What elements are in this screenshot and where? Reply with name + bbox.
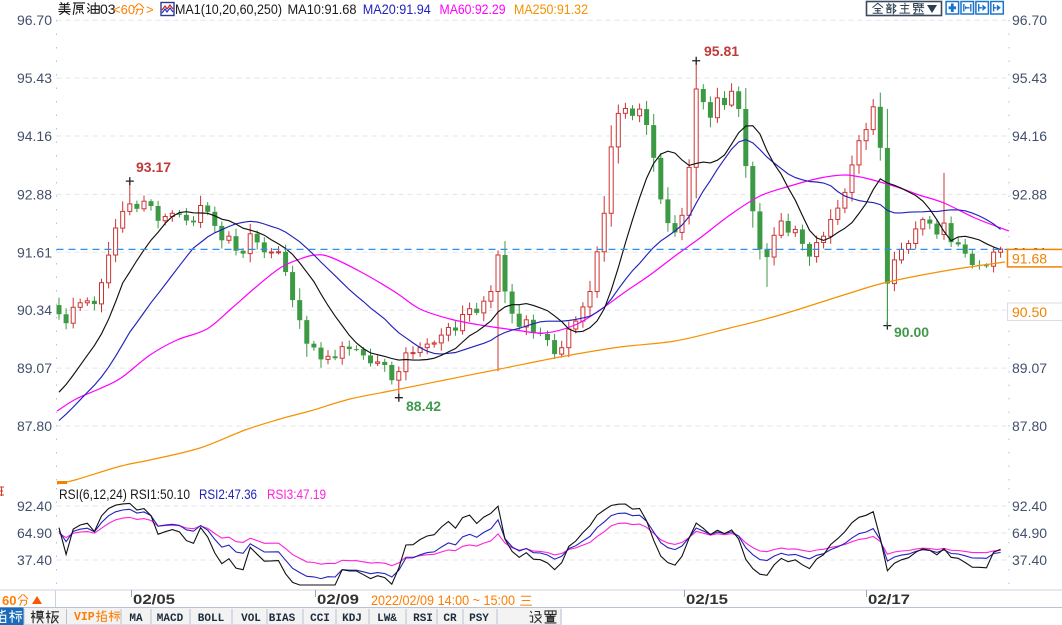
svg-text:MA1(10,20,60,250): MA1(10,20,60,250) — [175, 1, 282, 17]
svg-text:91.61: 91.61 — [17, 244, 52, 260]
svg-text:RSI: RSI — [413, 613, 433, 625]
svg-text:2022/02/09 14:00 ~ 15:00: 2022/02/09 14:00 ~ 15:00 — [371, 592, 515, 608]
svg-text:95.43: 95.43 — [1012, 70, 1047, 86]
svg-text:RSI2:47.36: RSI2:47.36 — [199, 487, 257, 502]
svg-text:MA60:92.29: MA60:92.29 — [440, 1, 506, 17]
svg-text:90.34: 90.34 — [17, 302, 52, 318]
svg-text:91.68: 91.68 — [1012, 250, 1047, 266]
svg-text:PSY: PSY — [469, 613, 489, 625]
svg-text:89.07: 89.07 — [17, 360, 52, 376]
svg-text:02/15: 02/15 — [686, 592, 729, 607]
svg-text:CR: CR — [443, 613, 457, 625]
svg-text:64.90: 64.90 — [17, 525, 52, 541]
svg-text:37.40: 37.40 — [17, 552, 52, 568]
svg-text:96.70: 96.70 — [17, 12, 52, 28]
svg-text:VIP: VIP — [74, 611, 95, 624]
svg-text:87.80: 87.80 — [1012, 418, 1047, 434]
svg-text:MA250:91.32: MA250:91.32 — [514, 1, 588, 17]
svg-text:>: > — [146, 2, 154, 17]
svg-text:96.70: 96.70 — [1012, 12, 1047, 28]
svg-text:94.16: 94.16 — [17, 128, 52, 144]
svg-text:RSI(6,12,24) RSI1:50.10: RSI(6,12,24) RSI1:50.10 — [59, 487, 190, 502]
svg-text:93.17: 93.17 — [136, 159, 171, 175]
svg-text:MA10:91.68: MA10:91.68 — [288, 1, 357, 17]
svg-text:LW&: LW& — [377, 613, 397, 625]
svg-text:64.90: 64.90 — [1012, 525, 1047, 541]
svg-text:92.88: 92.88 — [1012, 186, 1047, 202]
svg-text:<60: <60 — [113, 2, 135, 17]
svg-text:MA: MA — [129, 613, 143, 625]
svg-text:90.00: 90.00 — [894, 324, 929, 340]
svg-text:89.07: 89.07 — [1012, 360, 1047, 376]
svg-text:RSI3:47.19: RSI3:47.19 — [267, 487, 326, 502]
svg-text:02/17: 02/17 — [868, 592, 910, 607]
svg-text:BIAS: BIAS — [269, 613, 296, 625]
svg-text:MACD: MACD — [157, 613, 184, 625]
svg-text:87.80: 87.80 — [17, 418, 52, 434]
svg-text:02/05: 02/05 — [133, 592, 176, 607]
svg-text:MA20:91.94: MA20:91.94 — [363, 1, 431, 17]
svg-text:92.40: 92.40 — [1012, 498, 1047, 514]
svg-text:92.88: 92.88 — [17, 186, 52, 202]
svg-text:60: 60 — [2, 593, 16, 608]
svg-text:BOLL: BOLL — [198, 613, 225, 625]
svg-text:88.42: 88.42 — [406, 398, 441, 414]
svg-text:VOL: VOL — [241, 613, 261, 625]
svg-text:94.16: 94.16 — [1012, 128, 1047, 144]
svg-text:95.81: 95.81 — [704, 43, 739, 59]
svg-text:90.50: 90.50 — [1012, 304, 1047, 320]
svg-text:CCI: CCI — [310, 613, 330, 625]
svg-text:02/09: 02/09 — [317, 592, 359, 607]
svg-text:KDJ: KDJ — [342, 613, 362, 625]
svg-text:37.40: 37.40 — [1012, 552, 1047, 568]
svg-text:95.43: 95.43 — [17, 70, 52, 86]
svg-text:92.40: 92.40 — [17, 498, 52, 514]
svg-text:03: 03 — [100, 1, 116, 17]
